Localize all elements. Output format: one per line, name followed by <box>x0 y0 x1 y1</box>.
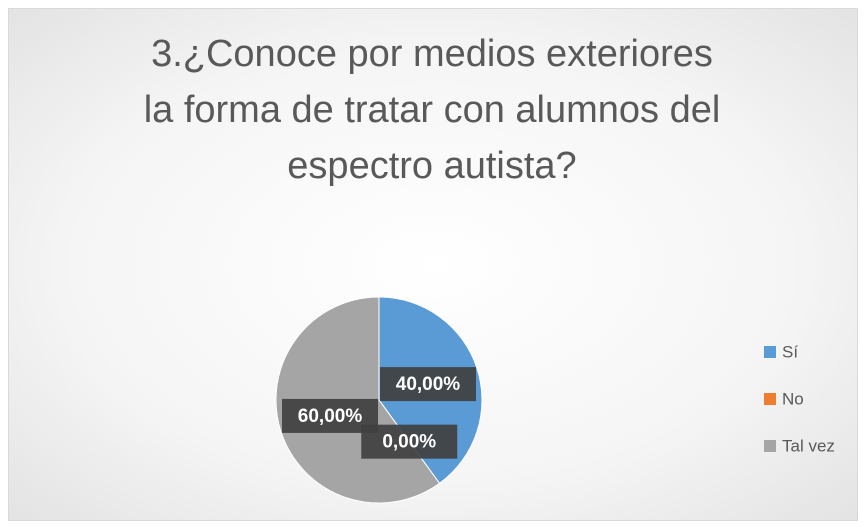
legend-swatch <box>764 440 776 452</box>
legend-label: No <box>782 389 804 408</box>
legend-swatch <box>764 393 776 405</box>
legend-swatch <box>764 346 776 358</box>
data-label: 40,00% <box>396 374 461 395</box>
chart-title: 3.¿Conoce por medios exteriores la forma… <box>143 33 721 187</box>
legend-label: Sí <box>782 342 798 361</box>
legend-label: Tal vez <box>782 436 835 455</box>
data-label-box <box>282 398 379 433</box>
data-label: 60,00% <box>298 406 363 427</box>
data-label-box <box>379 367 476 402</box>
data-label: 0,00% <box>382 432 436 453</box>
